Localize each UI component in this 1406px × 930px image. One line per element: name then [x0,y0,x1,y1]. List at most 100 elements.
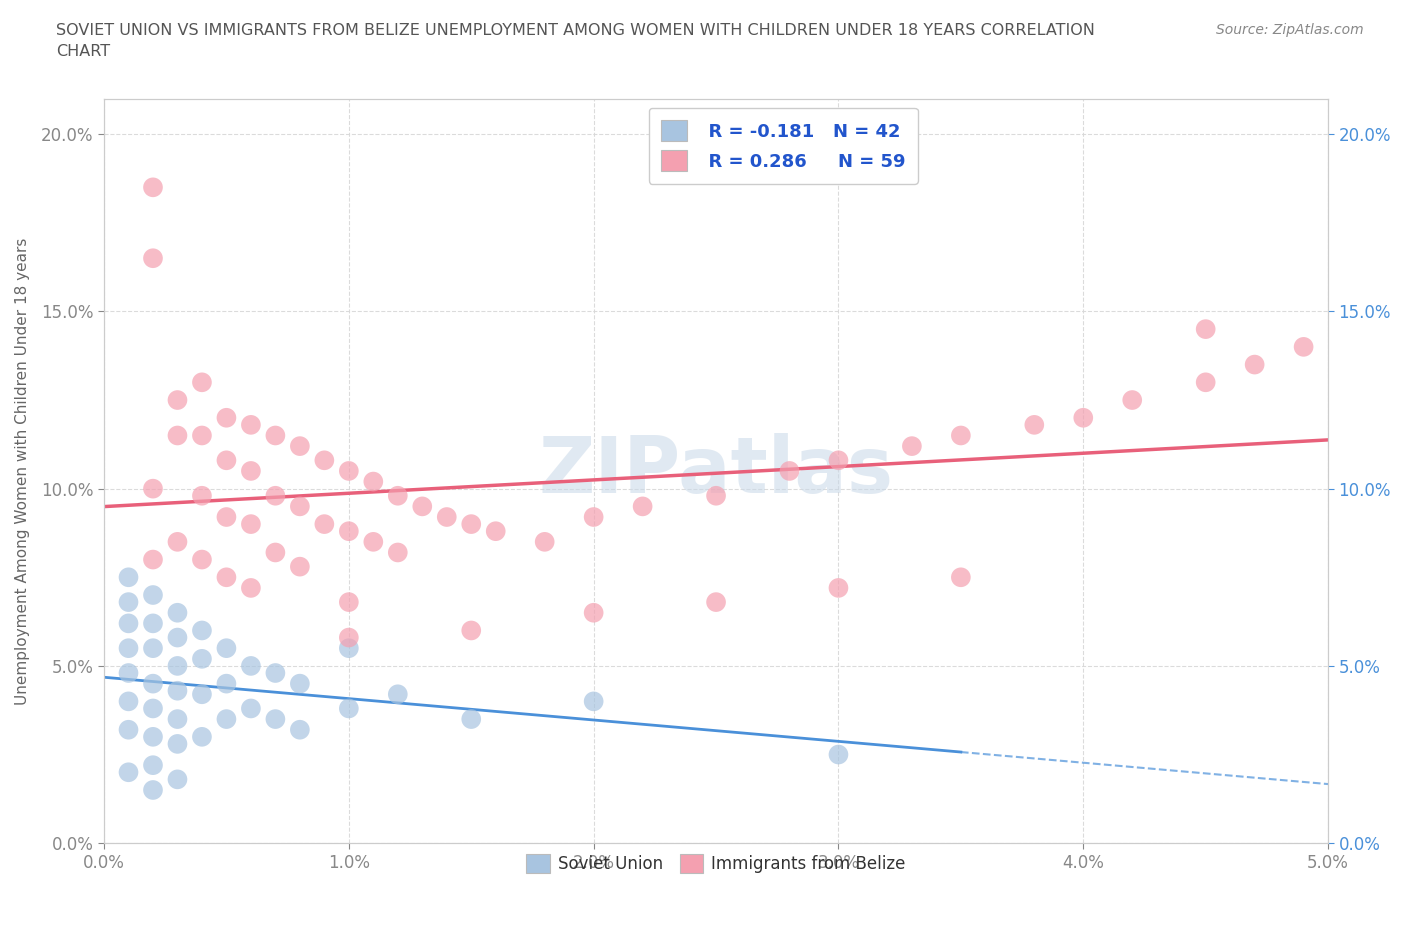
Point [215,711,238,726]
Point [142,641,165,656]
Point [337,631,360,645]
Point [949,570,972,585]
Point [314,453,336,468]
Point [117,616,139,631]
Point [215,410,238,425]
Point [117,594,139,609]
Point [288,498,311,513]
Point [337,524,360,538]
Point [460,711,482,726]
Point [1024,418,1046,432]
Point [142,782,165,797]
Text: SOVIET UNION VS IMMIGRANTS FROM BELIZE UNEMPLOYMENT AMONG WOMEN WITH CHILDREN UN: SOVIET UNION VS IMMIGRANTS FROM BELIZE U… [56,23,1095,60]
Text: ZIPatlas: ZIPatlas [538,433,894,509]
Y-axis label: Unemployment Among Women with Children Under 18 years: Unemployment Among Women with Children U… [15,237,30,705]
Point [533,535,555,550]
Point [117,764,139,779]
Point [142,481,165,496]
Point [166,772,188,787]
Point [288,559,311,574]
Point [142,758,165,773]
Point [779,463,801,478]
Point [387,687,409,702]
Point [288,676,311,691]
Point [1195,322,1218,337]
Point [142,588,165,603]
Point [166,711,188,726]
Point [215,510,238,525]
Point [166,605,188,620]
Point [117,694,139,709]
Point [264,711,287,726]
Point [239,580,262,595]
Point [166,631,188,645]
Point [288,723,311,737]
Point [191,729,214,744]
Point [117,641,139,656]
Point [239,658,262,673]
Point [264,545,287,560]
Point [191,428,214,443]
Point [264,666,287,681]
Point [191,623,214,638]
Point [239,418,262,432]
Point [191,687,214,702]
Point [191,651,214,666]
Point [215,676,238,691]
Point [337,701,360,716]
Point [631,498,654,513]
Point [239,463,262,478]
Point [117,570,139,585]
Point [215,570,238,585]
Point [1071,410,1094,425]
Point [191,552,214,567]
Point [142,676,165,691]
Point [704,594,727,609]
Point [337,594,360,609]
Point [239,701,262,716]
Point [363,535,385,550]
Point [142,701,165,716]
Point [363,474,385,489]
Point [166,658,188,673]
Point [1243,357,1265,372]
Point [288,439,311,454]
Point [827,580,849,595]
Point [949,428,972,443]
Point [337,641,360,656]
Point [166,392,188,407]
Point [166,428,188,443]
Point [142,616,165,631]
Point [387,488,409,503]
Point [215,641,238,656]
Point [1121,392,1143,407]
Point [901,439,924,454]
Point [117,666,139,681]
Point [827,453,849,468]
Point [1292,339,1315,354]
Point [460,623,482,638]
Point [117,723,139,737]
Point [1195,375,1218,390]
Point [582,694,605,709]
Point [166,737,188,751]
Point [827,747,849,762]
Point [264,428,287,443]
Point [411,498,433,513]
Point [142,552,165,567]
Point [166,684,188,698]
Point [436,510,458,525]
Point [460,517,482,532]
Point [337,463,360,478]
Point [142,729,165,744]
Point [485,524,508,538]
Point [215,453,238,468]
Point [314,517,336,532]
Point [704,488,727,503]
Point [191,488,214,503]
Legend: Soviet Union, Immigrants from Belize: Soviet Union, Immigrants from Belize [520,847,912,880]
Point [142,179,165,194]
Point [239,517,262,532]
Point [387,545,409,560]
Point [191,375,214,390]
